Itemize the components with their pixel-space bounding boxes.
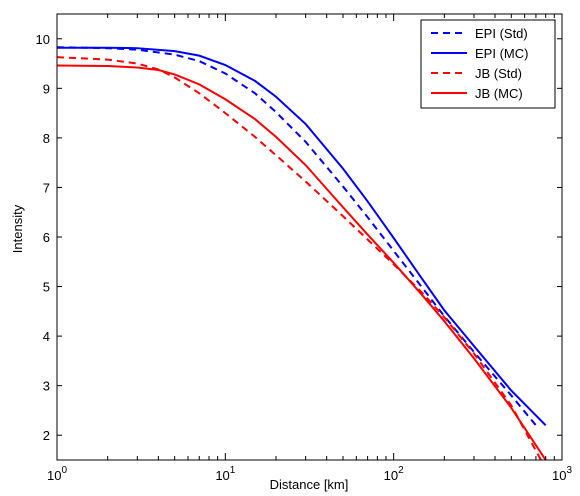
x-tick-label: 102	[384, 465, 404, 483]
y-tick-label: 2	[43, 428, 50, 443]
series-line-2	[57, 46, 547, 427]
axes-layer: 2 3 4 5 6 7 8 9 10 100 101 102 103	[36, 13, 572, 483]
y-tick-label: 8	[43, 131, 50, 146]
legend-label-4: JB (MC)	[475, 86, 523, 101]
y-tick-label: 9	[43, 81, 50, 96]
y-tick-label: 10	[36, 32, 50, 47]
series-line-4	[57, 64, 547, 460]
y-tick-label: 5	[43, 280, 50, 295]
x-tick-label: 103	[552, 465, 572, 483]
legend-label-3: JB (Std)	[475, 66, 522, 81]
series-layer	[57, 46, 547, 460]
legend-label-1: EPI (Std)	[475, 26, 528, 41]
y-axis-label: Intensity	[10, 204, 25, 253]
legend-label-2: EPI (MC)	[475, 46, 528, 61]
legend: EPI (Std) EPI (MC) JB (Std) JB (MC)	[420, 19, 556, 109]
y-tick-label: 4	[43, 329, 50, 344]
y-tick-label: 3	[43, 379, 50, 394]
series-line-3	[57, 56, 542, 460]
y-tick-label: 6	[43, 230, 50, 245]
x-tick-label: 100	[47, 465, 67, 483]
x-tick-label: 101	[215, 465, 235, 483]
x-axis-label: Distance [km]	[270, 477, 349, 492]
y-tick-label: 7	[43, 180, 50, 195]
